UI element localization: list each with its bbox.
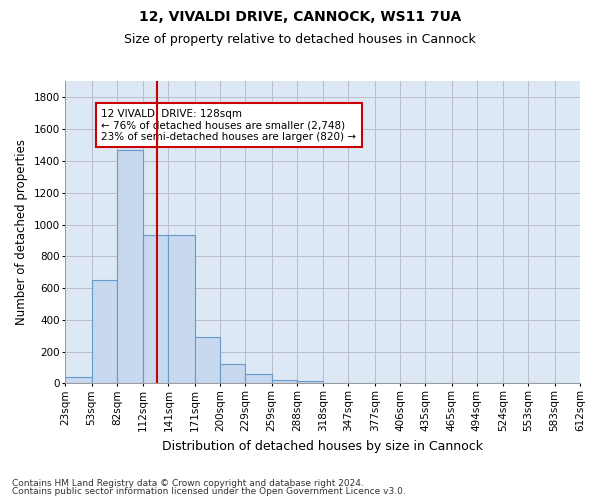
Bar (169, 235, 194, 384)
Text: 12, VIVALDI DRIVE, CANNOCK, WS11 7UA: 12, VIVALDI DRIVE, CANNOCK, WS11 7UA (139, 10, 461, 24)
Bar (194, 338, 220, 384)
Bar (65, 377, 92, 384)
Text: 12 VIVALDI DRIVE: 128sqm
← 76% of detached houses are smaller (2,748)
23% of sem: 12 VIVALDI DRIVE: 128sqm ← 76% of detach… (101, 108, 356, 142)
Bar (220, 364, 245, 384)
X-axis label: Distribution of detached houses by size in Cannock: Distribution of detached houses by size … (162, 440, 483, 452)
Text: Size of property relative to detached houses in Cannock: Size of property relative to detached ho… (124, 32, 476, 46)
Text: Contains HM Land Registry data © Crown copyright and database right 2024.: Contains HM Land Registry data © Crown c… (12, 478, 364, 488)
Y-axis label: Number of detached properties: Number of detached properties (15, 140, 28, 326)
Bar (92, 280, 117, 384)
Bar (272, 380, 297, 384)
Bar (323, 382, 349, 384)
Bar (117, 150, 143, 384)
Bar (245, 374, 272, 384)
Bar (143, 235, 169, 384)
Bar (297, 381, 323, 384)
Text: Contains public sector information licensed under the Open Government Licence v3: Contains public sector information licen… (12, 487, 406, 496)
